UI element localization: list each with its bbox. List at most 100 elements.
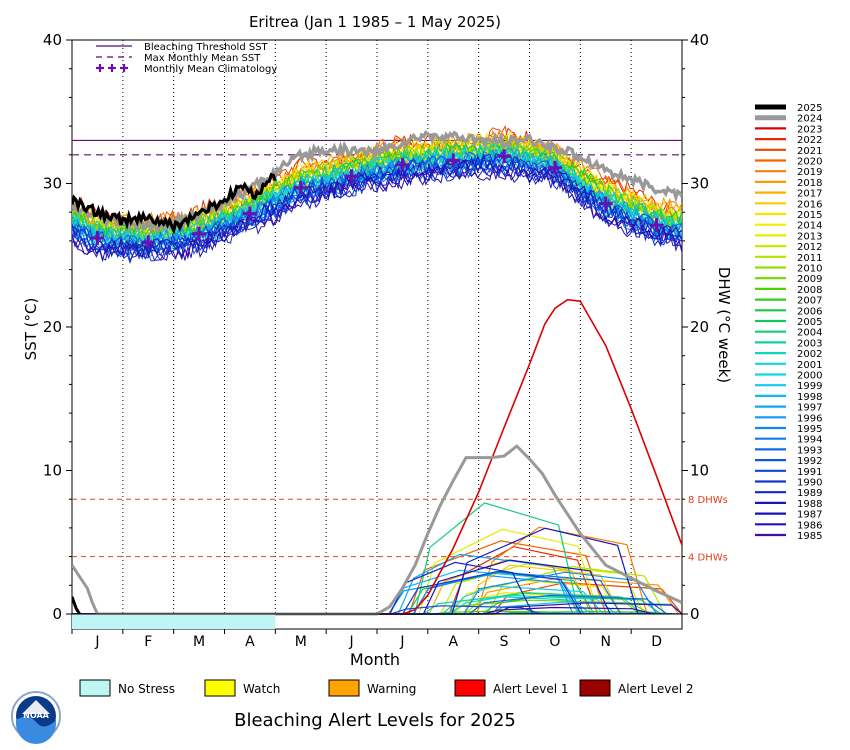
svg-text:2009: 2009 <box>797 274 822 285</box>
svg-text:Bleaching Threshold SST: Bleaching Threshold SST <box>144 42 269 53</box>
month-tick-label: J <box>94 634 99 650</box>
svg-text:2006: 2006 <box>797 306 822 317</box>
year-legend-item: 2018 <box>755 178 822 189</box>
year-legend-item: 1994 <box>755 435 822 446</box>
sst-trace-1988 <box>72 152 682 263</box>
svg-text:2002: 2002 <box>797 349 822 360</box>
svg-text:Watch: Watch <box>243 682 280 696</box>
climatology-marker <box>192 226 207 241</box>
climatology-marker <box>293 180 308 195</box>
year-legend-item: 2013 <box>755 231 822 242</box>
svg-text:1986: 1986 <box>797 520 822 531</box>
year-legend-item: 2022 <box>755 135 822 146</box>
svg-text:2020: 2020 <box>797 157 822 168</box>
dhw-line-2025 <box>72 596 81 615</box>
svg-text:2022: 2022 <box>797 135 822 146</box>
svg-text:2018: 2018 <box>797 178 822 189</box>
alert-band <box>72 613 682 629</box>
year-legend-item: 2009 <box>755 274 822 285</box>
svg-text:1994: 1994 <box>797 435 822 446</box>
year-legend-item: 2005 <box>755 317 822 328</box>
alert-band-no-stress <box>72 614 276 629</box>
month-tick-label: M <box>193 634 205 650</box>
sst-trace-1993 <box>72 151 682 255</box>
year-legend: 2025202420232022202120202019201820172016… <box>755 103 822 542</box>
year-legend-item: 1993 <box>755 445 822 456</box>
year-legend-item: 1995 <box>755 424 822 435</box>
svg-text:2016: 2016 <box>797 199 822 210</box>
year-legend-item: 2002 <box>755 349 822 360</box>
dhw-line-2023 <box>72 298 682 615</box>
logo-text: NOAA <box>23 711 49 720</box>
footer-title: Bleaching Alert Levels for 2025 <box>234 710 516 731</box>
svg-text:2005: 2005 <box>797 317 822 328</box>
svg-text:2024: 2024 <box>797 114 822 125</box>
svg-text:2007: 2007 <box>797 296 822 307</box>
climatology-markers <box>90 149 664 250</box>
sst-highlight-traces <box>72 130 682 236</box>
svg-text:2010: 2010 <box>797 264 822 275</box>
chart-title: Eritrea (Jan 1 1985 – 1 May 2025) <box>249 13 501 31</box>
svg-text:No Stress: No Stress <box>118 682 175 696</box>
climatology-marker <box>497 149 512 164</box>
noaa-logo: NOAA <box>11 691 61 744</box>
year-legend-item: 1988 <box>755 499 822 510</box>
year-legend-item: 1987 <box>755 510 822 521</box>
svg-text:2001: 2001 <box>797 360 822 371</box>
svg-text:1992: 1992 <box>797 456 822 467</box>
svg-text:2017: 2017 <box>797 189 822 200</box>
svg-text:1991: 1991 <box>797 467 822 478</box>
svg-text:1996: 1996 <box>797 413 822 424</box>
year-legend-item: 2000 <box>755 371 822 382</box>
month-tick-label: N <box>601 634 611 650</box>
sst-trace-1985 <box>72 162 682 261</box>
year-legend-item: 1999 <box>755 381 822 392</box>
month-tick-label: O <box>549 634 560 650</box>
svg-text:2011: 2011 <box>797 253 822 264</box>
svg-text:2019: 2019 <box>797 167 822 178</box>
sst-line-2025 <box>72 172 277 236</box>
year-legend-item: 1992 <box>755 456 822 467</box>
climatology-marker <box>344 169 359 184</box>
y-tick-label-left: 40 <box>43 31 62 49</box>
sst-trace-1987 <box>72 159 682 261</box>
x-axis-label: Month <box>350 650 400 669</box>
sst-line-2024 <box>72 130 682 236</box>
year-legend-item: 2007 <box>755 296 822 307</box>
year-legend-item: 1998 <box>755 392 822 403</box>
axes: 0 0 10 10 20 20 30 30 40 40 J F M A M J J A S O N D <box>43 31 709 650</box>
year-legend-item: 2024 <box>755 114 822 125</box>
year-legend-item: 2010 <box>755 264 822 275</box>
svg-text:2004: 2004 <box>797 328 822 339</box>
svg-text:2008: 2008 <box>797 285 822 296</box>
svg-text:1987: 1987 <box>797 510 822 521</box>
alert-legend-item: Alert Level 2 <box>579 679 694 697</box>
svg-text:Warning: Warning <box>367 682 416 696</box>
y-axis-label-left: SST (°C) <box>22 298 40 361</box>
alert-legend-item: No Stress <box>79 679 175 697</box>
month-tick-label: A <box>245 634 255 650</box>
year-legend-item: 2023 <box>755 124 822 135</box>
svg-text:2014: 2014 <box>797 221 822 232</box>
year-legend-item: 1990 <box>755 478 822 489</box>
month-tick-label: S <box>500 634 509 650</box>
svg-text:1990: 1990 <box>797 478 822 489</box>
climatology-marker <box>90 231 105 246</box>
year-legend-item: 1986 <box>755 520 822 531</box>
y-tick-label-right: 10 <box>690 462 709 480</box>
year-legend-item: 2004 <box>755 328 822 339</box>
svg-text:1997: 1997 <box>797 403 822 414</box>
month-tick-label: M <box>295 634 307 650</box>
y-tick-label-right: 20 <box>690 318 709 336</box>
reference-legend-item: Max Monthly Mean SST <box>96 53 261 64</box>
climatology-marker <box>649 218 664 233</box>
sst-trace-1990 <box>72 153 682 263</box>
svg-text:2003: 2003 <box>797 338 822 349</box>
svg-text:1988: 1988 <box>797 499 822 510</box>
svg-text:1999: 1999 <box>797 381 822 392</box>
y-tick-label-left: 20 <box>43 318 62 336</box>
alert-legend-item: Watch <box>204 679 280 697</box>
dhw-threshold-labels: 8 DHWs 4 DHWs <box>688 495 728 563</box>
year-legend-item: 2017 <box>755 189 822 200</box>
